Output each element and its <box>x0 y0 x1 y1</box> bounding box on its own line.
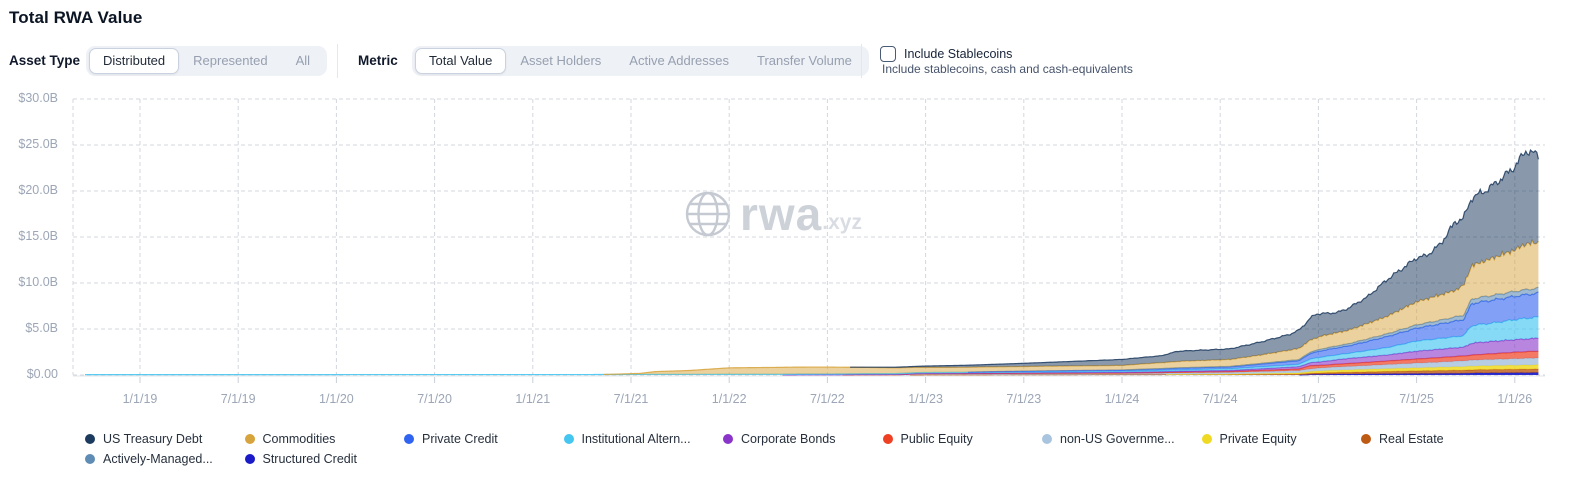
legend-item-private-equity[interactable]: Private Equity <box>1201 432 1297 446</box>
legend-item-institutional-alternative-funds[interactable]: Institutional Altern... <box>563 432 691 446</box>
x-axis-label: 1/1/25 <box>1301 392 1336 406</box>
x-axis-label: 1/1/21 <box>515 392 551 406</box>
y-axis-label: $10.0B <box>18 275 58 289</box>
asset-type-option-distributed[interactable]: Distributed <box>89 48 180 74</box>
legend-label: Institutional Altern... <box>581 432 691 446</box>
legend-item-private-credit[interactable]: Private Credit <box>404 432 498 446</box>
legend-label: Private Credit <box>422 432 498 446</box>
asset-type-option-all[interactable]: All <box>295 53 311 68</box>
legend-item-commodities[interactable]: Commodities <box>244 432 336 446</box>
metric-option-asset-holders[interactable]: Asset Holders <box>520 53 602 68</box>
x-axis-label: 7/1/21 <box>613 392 649 406</box>
legend-label: Structured Credit <box>262 451 357 466</box>
metric-option-total-value[interactable]: Total Value <box>415 48 507 74</box>
y-axis-label: $20.0B <box>18 183 58 197</box>
include-stablecoins-label[interactable]: Include Stablecoins <box>904 47 1013 61</box>
legend-dot <box>85 453 95 464</box>
legend-item-non-us-government-debt[interactable]: non-US Governme... <box>1042 432 1175 446</box>
divider <box>337 44 338 78</box>
y-axis-label: $0.00 <box>26 367 58 381</box>
legend-item-us-treasury-debt[interactable]: US Treasury Debt <box>85 432 202 446</box>
x-axis-label: 7/1/19 <box>220 392 256 406</box>
legend-dot <box>244 434 255 444</box>
metric-option-active-addresses[interactable]: Active Addresses <box>629 53 729 68</box>
legend-dot <box>882 434 893 444</box>
metric-option-transfer-volume[interactable]: Transfer Volume <box>757 53 852 68</box>
area-structured-credit <box>85 372 1539 375</box>
y-axis-label: $25.0B <box>18 137 58 151</box>
legend-label: Public Equity <box>900 432 973 446</box>
x-axis-label: 1/1/23 <box>908 392 943 406</box>
x-axis-label: 7/1/24 <box>1202 392 1238 406</box>
y-axis-label: $30.0B <box>18 91 58 105</box>
legend-item-actively-managed[interactable]: Actively-Managed... <box>85 452 213 466</box>
legend-label: Actively-Managed... <box>103 451 213 466</box>
x-axis-label: 1/1/20 <box>319 392 354 406</box>
include-stablecoins-description: Include stablecoins, cash and cash-equiv… <box>882 62 1133 76</box>
legend-dot <box>563 434 574 444</box>
x-axis-label: 1/1/19 <box>122 392 158 406</box>
x-axis-label: 1/1/24 <box>1104 392 1140 406</box>
x-axis-label: 7/1/25 <box>1399 392 1434 406</box>
x-axis-label: 7/1/23 <box>1006 392 1042 406</box>
legend-label: US Treasury Debt <box>103 432 203 446</box>
legend-label: Commodities <box>262 432 336 446</box>
page-title: Total RWA Value <box>9 8 143 27</box>
legend-item-real-estate[interactable]: Real Estate <box>1361 432 1444 446</box>
legend-label: non-US Governme... <box>1060 432 1175 446</box>
x-axis-label: 1/1/26 <box>1497 392 1533 406</box>
legend-dot <box>244 453 255 464</box>
metric-segmented-control: Total Value Asset Holders Active Addresses… <box>412 46 869 76</box>
legend-label: Real Estate <box>1379 432 1444 446</box>
y-axis-label: $5.0B <box>25 321 58 335</box>
legend-item-structured-credit[interactable]: Structured Credit <box>244 451 357 466</box>
asset-type-option-represented[interactable]: Represented <box>193 53 268 68</box>
include-stablecoins-checkbox[interactable] <box>880 46 896 62</box>
legend-label: Private Equity <box>1219 432 1297 446</box>
legend-dot <box>404 434 414 444</box>
legend-dot <box>1361 434 1371 444</box>
legend-dot <box>1042 434 1052 444</box>
asset-type-segmented-control: Distributed Represented All <box>86 46 328 76</box>
legend-dot <box>723 434 733 444</box>
asset-type-label: Asset Type <box>9 53 81 68</box>
legend-dot <box>1201 434 1212 444</box>
y-axis-label: $15.0B <box>18 229 58 243</box>
legend-dot <box>85 434 95 444</box>
x-axis-label: 7/1/22 <box>810 392 845 406</box>
divider <box>861 44 862 78</box>
legend-item-corporate-bonds[interactable]: Corporate Bonds <box>723 432 836 446</box>
metric-label: Metric <box>358 53 398 68</box>
legend-item-public-equity[interactable]: Public Equity <box>882 432 973 446</box>
x-axis-label: 1/1/22 <box>711 392 747 406</box>
line-us-treasury-debt <box>850 148 1539 368</box>
x-axis-label: 7/1/20 <box>417 392 452 406</box>
legend-label: Corporate Bonds <box>741 432 836 446</box>
